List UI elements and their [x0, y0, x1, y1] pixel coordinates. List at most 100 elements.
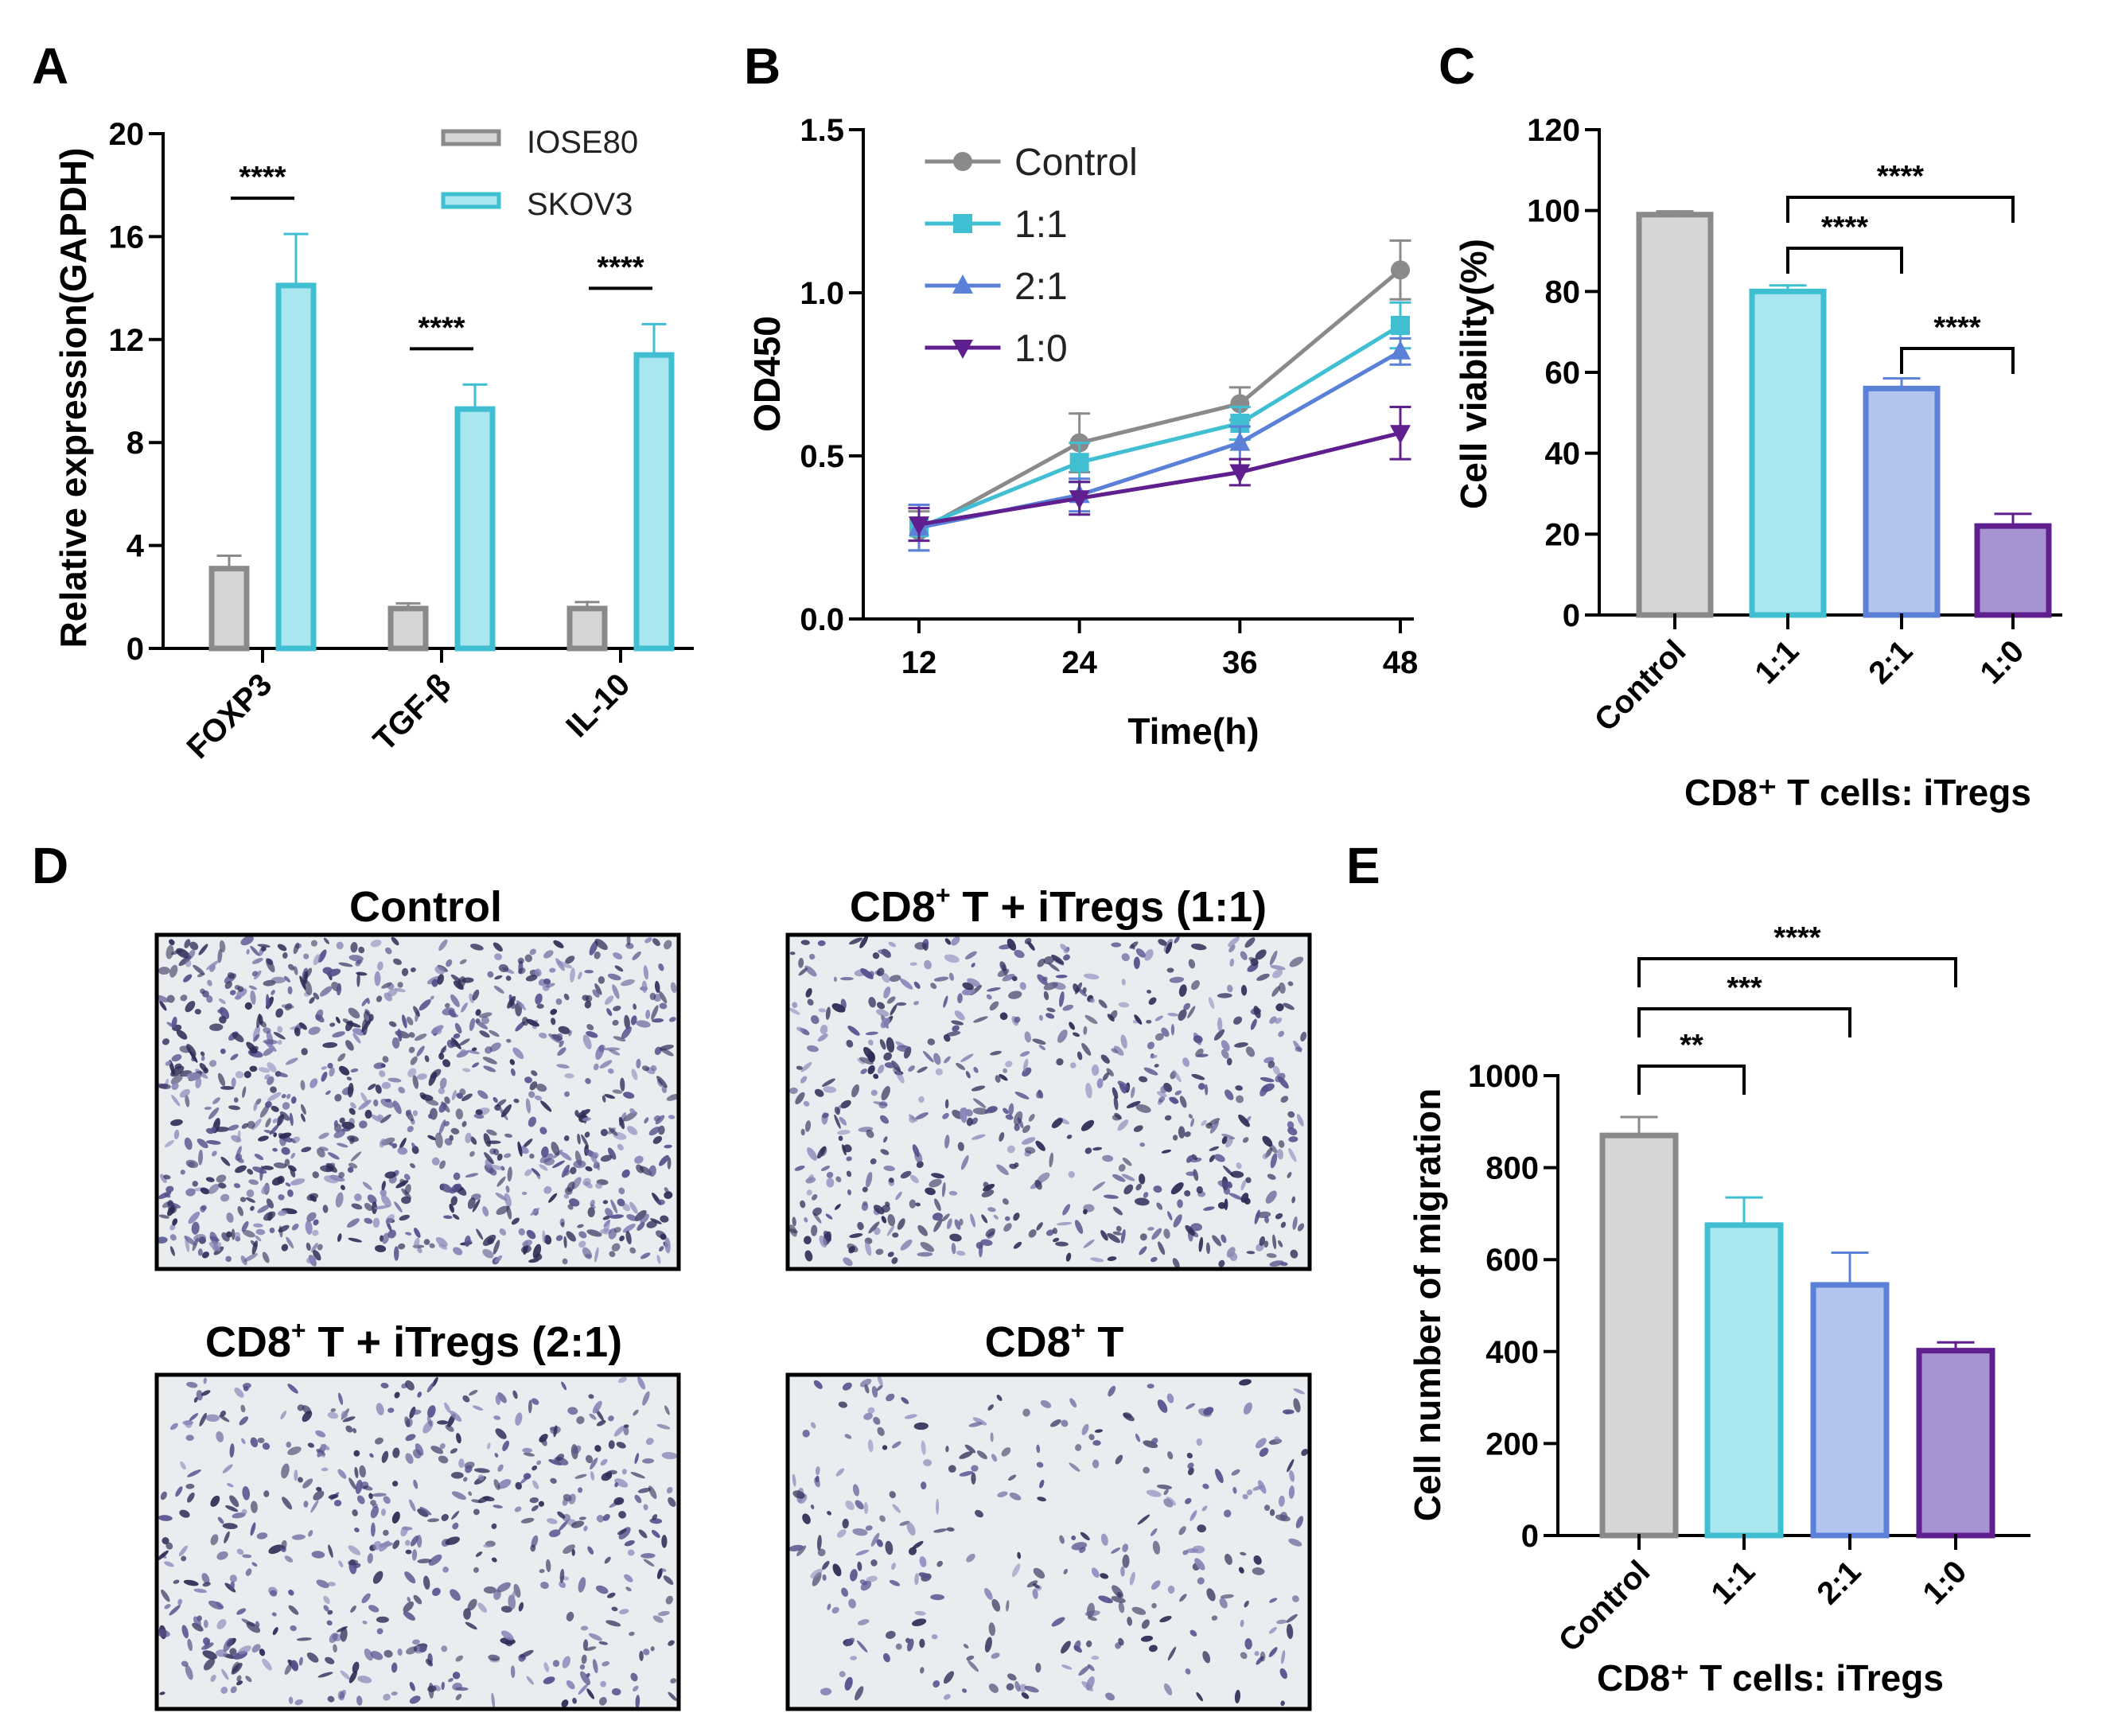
micrograph-cell	[945, 1446, 949, 1453]
micrograph-cell	[1144, 948, 1154, 961]
micrograph-cell	[520, 1649, 534, 1658]
micrograph-cell	[187, 949, 196, 959]
micrograph-cell	[529, 1153, 535, 1159]
micrograph-cell	[315, 1009, 324, 1021]
micrograph-cell	[887, 1251, 894, 1258]
micrograph-cell	[348, 955, 364, 962]
micrograph-cell	[397, 982, 403, 988]
micrograph-cell	[185, 1095, 190, 1107]
micrograph-cell	[413, 1594, 422, 1605]
micrograph-cell	[555, 1454, 565, 1462]
micrograph-cell	[186, 1381, 198, 1388]
micrograph-cell	[577, 1224, 584, 1228]
micrograph-cell	[654, 980, 660, 993]
micrograph-cell	[1167, 1646, 1177, 1661]
micrograph-cell	[413, 1006, 420, 1017]
micrograph-cell	[1122, 1543, 1129, 1552]
micrograph-cell	[281, 1094, 286, 1099]
micrograph-cell	[561, 1221, 565, 1228]
micrograph-cell	[504, 1133, 513, 1139]
micrograph-cell	[1221, 1049, 1229, 1059]
micrograph-cell	[1264, 1216, 1269, 1224]
micrograph-cell	[403, 1174, 411, 1181]
chart-e-ytick-label: 800	[1485, 1151, 1539, 1186]
micrograph-cell	[1188, 1114, 1193, 1119]
micrograph-cell	[399, 1214, 411, 1221]
micrograph-cell	[959, 1471, 974, 1477]
micrograph-cell	[648, 1485, 657, 1500]
micrograph-cell	[374, 1437, 383, 1445]
micrograph-cell	[258, 1135, 269, 1142]
micrograph-cell	[169, 1605, 181, 1616]
micrograph-cell	[933, 1528, 948, 1533]
micrograph-cell	[482, 1496, 495, 1502]
micrograph-cell	[317, 949, 327, 963]
micrograph-cell	[1286, 1624, 1294, 1640]
micrograph-cell	[330, 1407, 337, 1412]
micrograph-cell	[387, 1407, 395, 1413]
micrograph-cell	[348, 1670, 357, 1683]
micrograph-cell	[1156, 1202, 1163, 1210]
micrograph-cell	[543, 950, 554, 959]
micrograph-cell	[185, 1188, 196, 1197]
micrograph-cell	[427, 1405, 436, 1418]
micrograph-cell	[426, 1382, 435, 1393]
micrograph-cell	[578, 1231, 587, 1239]
micrograph-cell	[226, 1212, 234, 1223]
micrograph-cell	[294, 1699, 303, 1706]
micrograph-cell	[528, 1091, 535, 1099]
chart-a-sig-label: ****	[597, 251, 644, 284]
micrograph-cell	[1250, 1018, 1257, 1030]
micrograph-cell	[642, 1458, 655, 1464]
micrograph-cell	[866, 1171, 873, 1188]
micrograph-cell	[1290, 1249, 1298, 1259]
micrograph-cell	[557, 1047, 566, 1057]
micrograph-cell	[1096, 1078, 1104, 1088]
micrograph-cell	[254, 1154, 264, 1160]
micrograph-cell	[625, 1586, 632, 1592]
micrograph-cell	[635, 1695, 640, 1709]
chart-c-xtick-label: 1:0	[1973, 633, 2030, 691]
micrograph-cell	[1104, 1194, 1119, 1199]
micrograph-cell	[419, 1645, 427, 1652]
micrograph-cell	[1043, 956, 1054, 965]
micrograph-cell	[1051, 1617, 1065, 1627]
micrograph-cell	[865, 1525, 873, 1531]
micrograph-cell	[461, 977, 474, 983]
micrograph-cell	[825, 1213, 833, 1220]
micrograph-cell	[598, 1696, 607, 1706]
micrograph-cell	[327, 1582, 336, 1586]
micrograph-cell	[1024, 1031, 1031, 1043]
micrograph-cell	[855, 1549, 870, 1556]
micrograph-cell	[228, 1105, 241, 1111]
micrograph-cell	[1002, 974, 1015, 982]
micrograph-cell	[319, 986, 333, 997]
micrograph-cell	[512, 1047, 524, 1060]
micrograph-cell	[439, 1045, 447, 1057]
micrograph-cell	[473, 1468, 490, 1473]
micrograph-cell	[648, 1165, 656, 1177]
micrograph-cell	[849, 1233, 863, 1238]
micrograph-cell	[494, 975, 503, 980]
micrograph-cell	[438, 1455, 449, 1464]
micrograph-cell	[229, 1443, 235, 1458]
micrograph-cell	[258, 1067, 271, 1073]
micrograph-cell	[318, 1132, 329, 1139]
micrograph-cell	[1215, 1469, 1224, 1484]
micrograph-cell	[610, 1199, 618, 1214]
micrograph-cell	[529, 1497, 539, 1504]
micrograph-cell	[622, 1092, 635, 1099]
micrograph-cell	[220, 1193, 230, 1202]
micrograph-cell	[406, 1016, 414, 1026]
micrograph-cell	[230, 1686, 237, 1694]
micrograph-cell	[410, 1163, 415, 1169]
micrograph-cell	[876, 967, 885, 976]
micrograph-cell	[471, 1047, 477, 1052]
micrograph-cell	[1246, 1489, 1253, 1496]
micrograph-cell	[867, 1065, 875, 1075]
micrograph-cell	[430, 995, 434, 1000]
micrograph-cell	[202, 1582, 211, 1587]
micrograph-cell	[200, 1205, 206, 1212]
micrograph-cell	[383, 1693, 391, 1701]
micrograph-cell	[173, 1129, 180, 1140]
